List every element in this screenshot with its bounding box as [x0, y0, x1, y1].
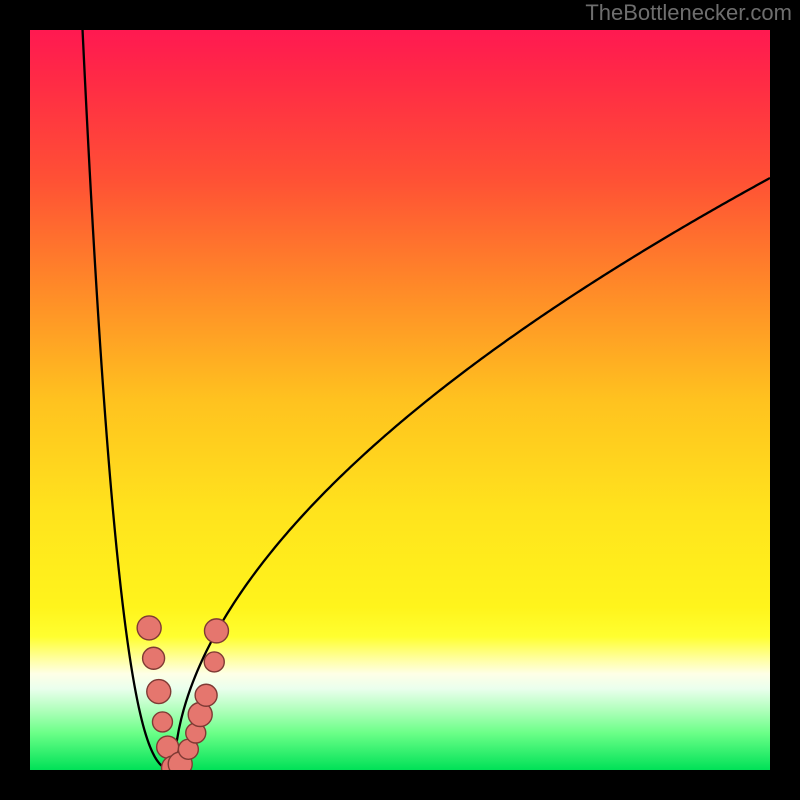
data-marker: [152, 712, 172, 732]
data-marker: [143, 647, 165, 669]
data-marker: [204, 652, 224, 672]
data-marker: [137, 616, 161, 640]
data-marker: [204, 619, 228, 643]
chart-container: TheBottlenecker.com: [0, 0, 800, 800]
data-marker: [195, 684, 217, 706]
data-marker: [147, 680, 171, 704]
watermark-label: TheBottlenecker.com: [585, 0, 792, 26]
plot-gradient-background: [30, 30, 770, 770]
bottleneck-chart: [0, 0, 800, 800]
